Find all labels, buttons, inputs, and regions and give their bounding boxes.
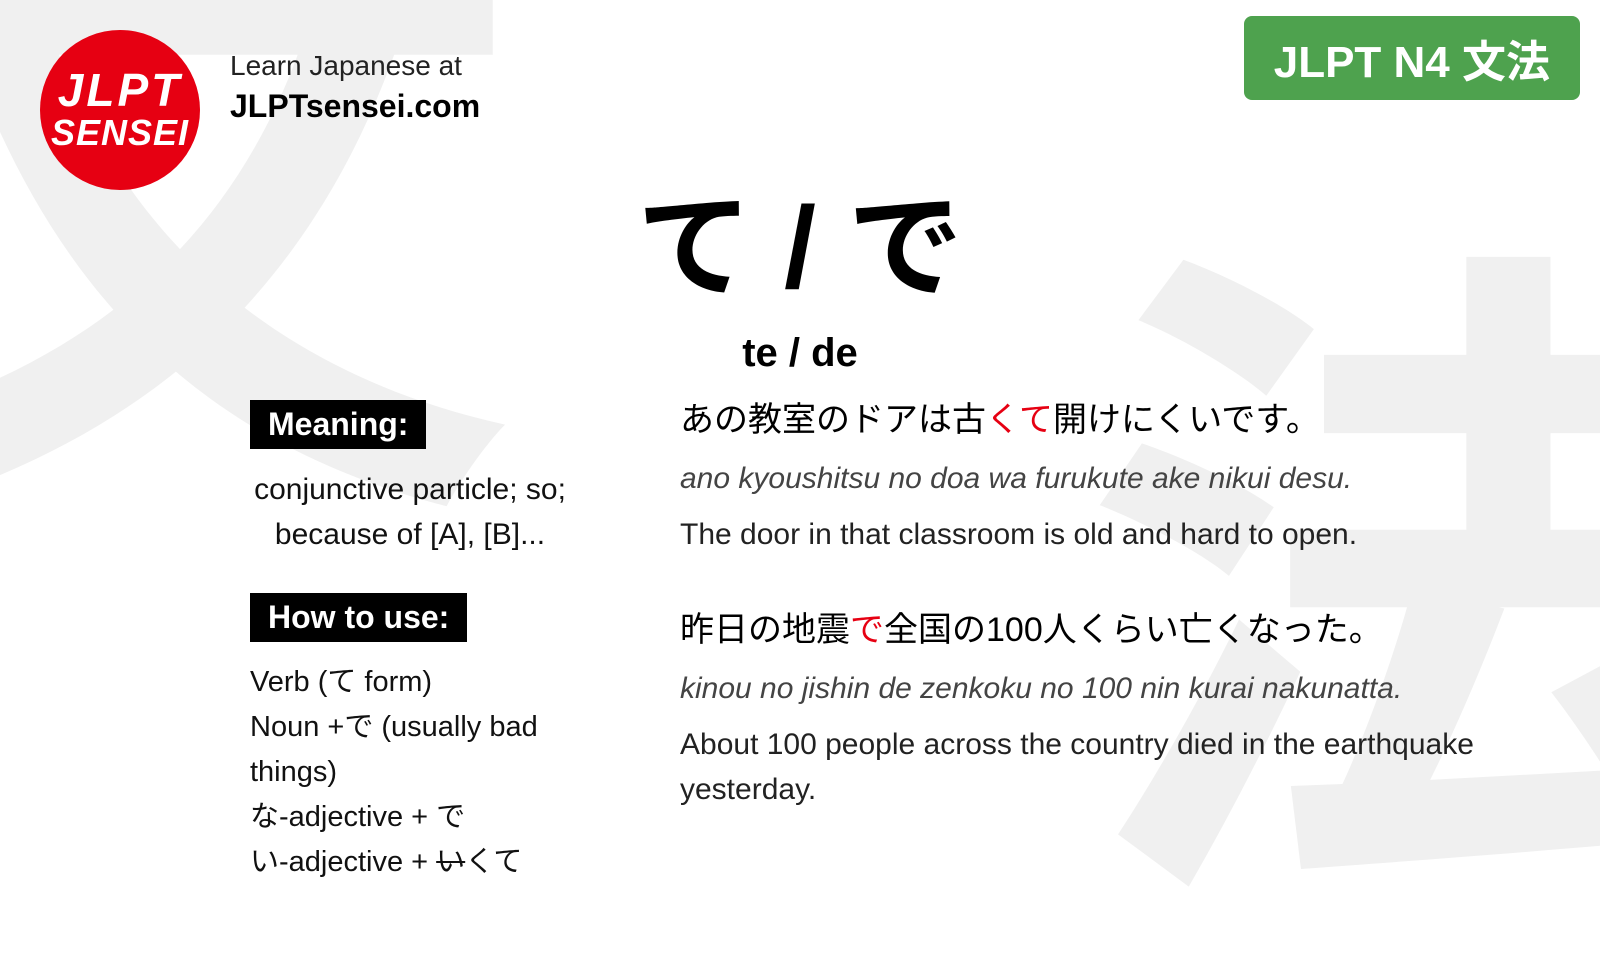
example-2: 昨日の地震で全国の100人くらい亡くなった。 kinou no jishin d…	[680, 605, 1530, 812]
tagline-small: Learn Japanese at	[230, 50, 480, 82]
example-1-jp: あの教室のドアは古くて開けにくいです。	[680, 395, 1530, 446]
example-2-jp: 昨日の地震で全国の100人くらい亡くなった。	[680, 605, 1530, 656]
howto-line4-strike: い	[436, 846, 465, 878]
logo-text-bottom: SENSEI	[51, 113, 189, 153]
example-1: あの教室のドアは古くて開けにくいです。 ano kyoushitsu no do…	[680, 395, 1530, 557]
howto-line4-post: くて	[465, 846, 522, 878]
meaning-label: Meaning:	[250, 400, 426, 449]
example-1-jp-keyword: くて	[986, 401, 1053, 439]
example-2-jp-keyword: で	[850, 611, 884, 649]
example-1-jp-post: 開けにくいです。	[1053, 401, 1320, 439]
howto-label: How to use:	[250, 593, 467, 642]
tagline-site: JLPTsensei.com	[230, 88, 480, 125]
meaning-line1: conjunctive particle; so;	[254, 473, 566, 506]
howto-line1: Verb (て form)	[250, 660, 630, 705]
meaning-text: conjunctive particle; so; because of [A]…	[250, 467, 570, 557]
example-2-english: About 100 people across the country died…	[680, 722, 1530, 812]
howto-line4-pre: い-adjective +	[250, 846, 436, 878]
meaning-line2: because of [A], [B]...	[275, 518, 545, 551]
howto-line3: な-adjective + で	[250, 795, 630, 840]
title-block: て / で te / de	[0, 155, 1600, 376]
example-1-romaji: ano kyoushitsu no doa wa furukute ake ni…	[680, 458, 1530, 500]
example-1-jp-pre: あの教室のドアは古	[680, 401, 986, 439]
example-2-jp-post: 全国の100人くらい亡くなった。	[884, 611, 1383, 649]
left-column: Meaning: conjunctive particle; so; becau…	[250, 400, 630, 885]
example-2-romaji: kinou no jishin de zenkoku no 100 nin ku…	[680, 668, 1530, 710]
howto-line2: Noun +で (usually bad things)	[250, 705, 630, 795]
howto-list: Verb (て form) Noun +で (usually bad thing…	[250, 660, 630, 885]
title-romaji: te / de	[0, 331, 1600, 376]
level-badge: JLPT N4 文法	[1244, 16, 1580, 100]
content-layer: JLPT SENSEI Learn Japanese at JLPTsensei…	[0, 0, 1600, 900]
howto-block: How to use: Verb (て form) Noun +で (usual…	[250, 593, 630, 885]
tagline: Learn Japanese at JLPTsensei.com	[230, 50, 480, 125]
howto-line4: い-adjective + いくて	[250, 840, 630, 885]
title-japanese: て / で	[0, 155, 1600, 321]
right-column: あの教室のドアは古くて開けにくいです。 ano kyoushitsu no do…	[680, 395, 1530, 860]
example-2-jp-pre: 昨日の地震	[680, 611, 850, 649]
logo-text-top: JLPT	[58, 67, 182, 113]
example-1-english: The door in that classroom is old and ha…	[680, 512, 1530, 557]
